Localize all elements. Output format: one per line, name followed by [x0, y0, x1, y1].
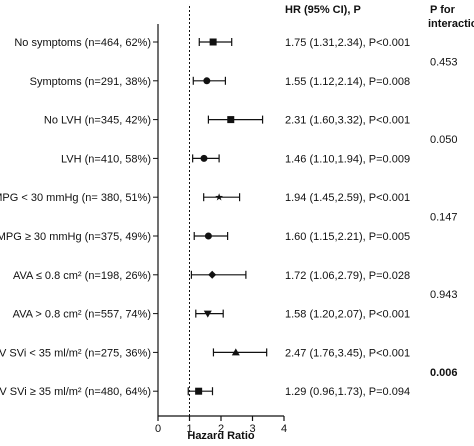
hr-point-marker — [203, 310, 212, 318]
row-label: MPG < 30 mmHg (n= 380, 51%) — [0, 192, 151, 204]
x-axis-label: Hazard Ratio — [187, 430, 255, 442]
forest-row: AVA > 0.8 cm² (n=557, 74%) 1.58 (1.20,2.0… — [13, 309, 410, 321]
x-tick-label: 3 — [249, 423, 255, 435]
column-headers: HR (95% CI), P P for interaction — [285, 4, 474, 30]
interaction-p-value: 0.147 — [430, 212, 458, 224]
interaction-column-header: P for — [430, 4, 456, 16]
hr-ci-text: 1.29 (0.96,1.73), P=0.094 — [285, 386, 410, 398]
forest-row: MPG ≥ 30 mmHg (n=375, 49%) 1.60 (1.15,2.2… — [0, 231, 410, 243]
row-label: MPG ≥ 30 mmHg (n=375, 49%) — [0, 231, 151, 243]
row-label: LV SVi < 35 ml/m² (n=275, 36%) — [0, 347, 151, 359]
forest-row: LV SVi < 35 ml/m² (n=275, 36%) 2.47 (1.76… — [0, 347, 410, 359]
forest-row: No LVH (n=345, 42%) 2.31 (1.60,3.32), P<0… — [44, 115, 410, 127]
hr-point-marker — [208, 270, 217, 279]
x-tick-label: 1 — [186, 423, 192, 435]
interaction-p-value: 0.006 — [430, 367, 458, 379]
hr-point-marker — [200, 154, 208, 162]
hr-ci-text: 1.58 (1.20,2.07), P<0.001 — [285, 309, 410, 321]
hr-point-marker — [231, 348, 240, 356]
row-label: Symptoms (n=291, 38%) — [30, 76, 151, 88]
hr-column-header: HR (95% CI), P — [285, 4, 361, 16]
row-label: AVA > 0.8 cm² (n=557, 74%) — [13, 309, 151, 321]
hr-point-marker — [204, 232, 212, 240]
forest-row: LV SVi ≥ 35 ml/m² (n=480, 64%) 1.29 (0.96… — [0, 386, 410, 398]
interaction-p-value: 0.943 — [430, 289, 458, 301]
interaction-p-value: 0.050 — [430, 134, 458, 146]
hr-ci-text: 1.75 (1.31,2.34), P<0.001 — [285, 37, 410, 49]
hr-ci-text: 1.94 (1.45,2.59), P<0.001 — [285, 192, 410, 204]
row-label: No symptoms (n=464, 62%) — [14, 37, 151, 49]
hr-ci-text: 2.47 (1.76,3.45), P<0.001 — [285, 347, 410, 359]
interaction-p-value: 0.453 — [430, 56, 458, 68]
forest-row: MPG < 30 mmHg (n= 380, 51%) 1.94 (1.45,2.… — [0, 192, 410, 204]
x-axis: 0 1 2 3 4 Hazard Ratio — [155, 6, 287, 442]
hr-ci-text: 2.31 (1.60,3.32), P<0.001 — [285, 115, 410, 127]
row-label: LVH (n=410, 58%) — [61, 153, 151, 165]
plot-rows: No symptoms (n=464, 62%) 1.75 (1.31,2.34)… — [0, 37, 410, 398]
row-label: No LVH (n=345, 42%) — [44, 115, 151, 127]
row-label: AVA ≤ 0.8 cm² (n=198, 26%) — [13, 270, 151, 282]
hr-ci-text: 1.46 (1.10,1.94), P=0.009 — [285, 153, 410, 165]
hr-point-marker — [227, 116, 235, 124]
hr-ci-text: 1.72 (1.06,2.79), P=0.028 — [285, 270, 410, 282]
row-label: LV SVi ≥ 35 ml/m² (n=480, 64%) — [0, 386, 151, 398]
interaction-column-header-line2: interaction — [428, 18, 474, 30]
hr-ci-text: 1.60 (1.15,2.21), P=0.005 — [285, 231, 410, 243]
forest-row: AVA ≤ 0.8 cm² (n=198, 26%) 1.72 (1.06,2.7… — [13, 270, 410, 282]
forest-row: Symptoms (n=291, 38%) 1.55 (1.12,2.14), P… — [30, 76, 410, 88]
forest-row: LVH (n=410, 58%) 1.46 (1.10,1.94), P=0.00… — [61, 153, 410, 165]
forest-row: No symptoms (n=464, 62%) 1.75 (1.31,2.34)… — [14, 37, 410, 49]
hr-point-marker — [209, 38, 217, 46]
hr-point-marker — [215, 193, 223, 201]
hr-ci-text: 1.55 (1.12,2.14), P=0.008 — [285, 76, 410, 88]
x-tick-label: 2 — [218, 423, 224, 435]
x-tick-label: 0 — [155, 423, 161, 435]
hr-point-marker — [203, 77, 211, 85]
x-tick-label: 4 — [281, 423, 287, 435]
interaction-p-values: 0.453 0.050 0.147 0.943 0.006 — [430, 56, 458, 378]
hr-point-marker — [195, 387, 203, 395]
